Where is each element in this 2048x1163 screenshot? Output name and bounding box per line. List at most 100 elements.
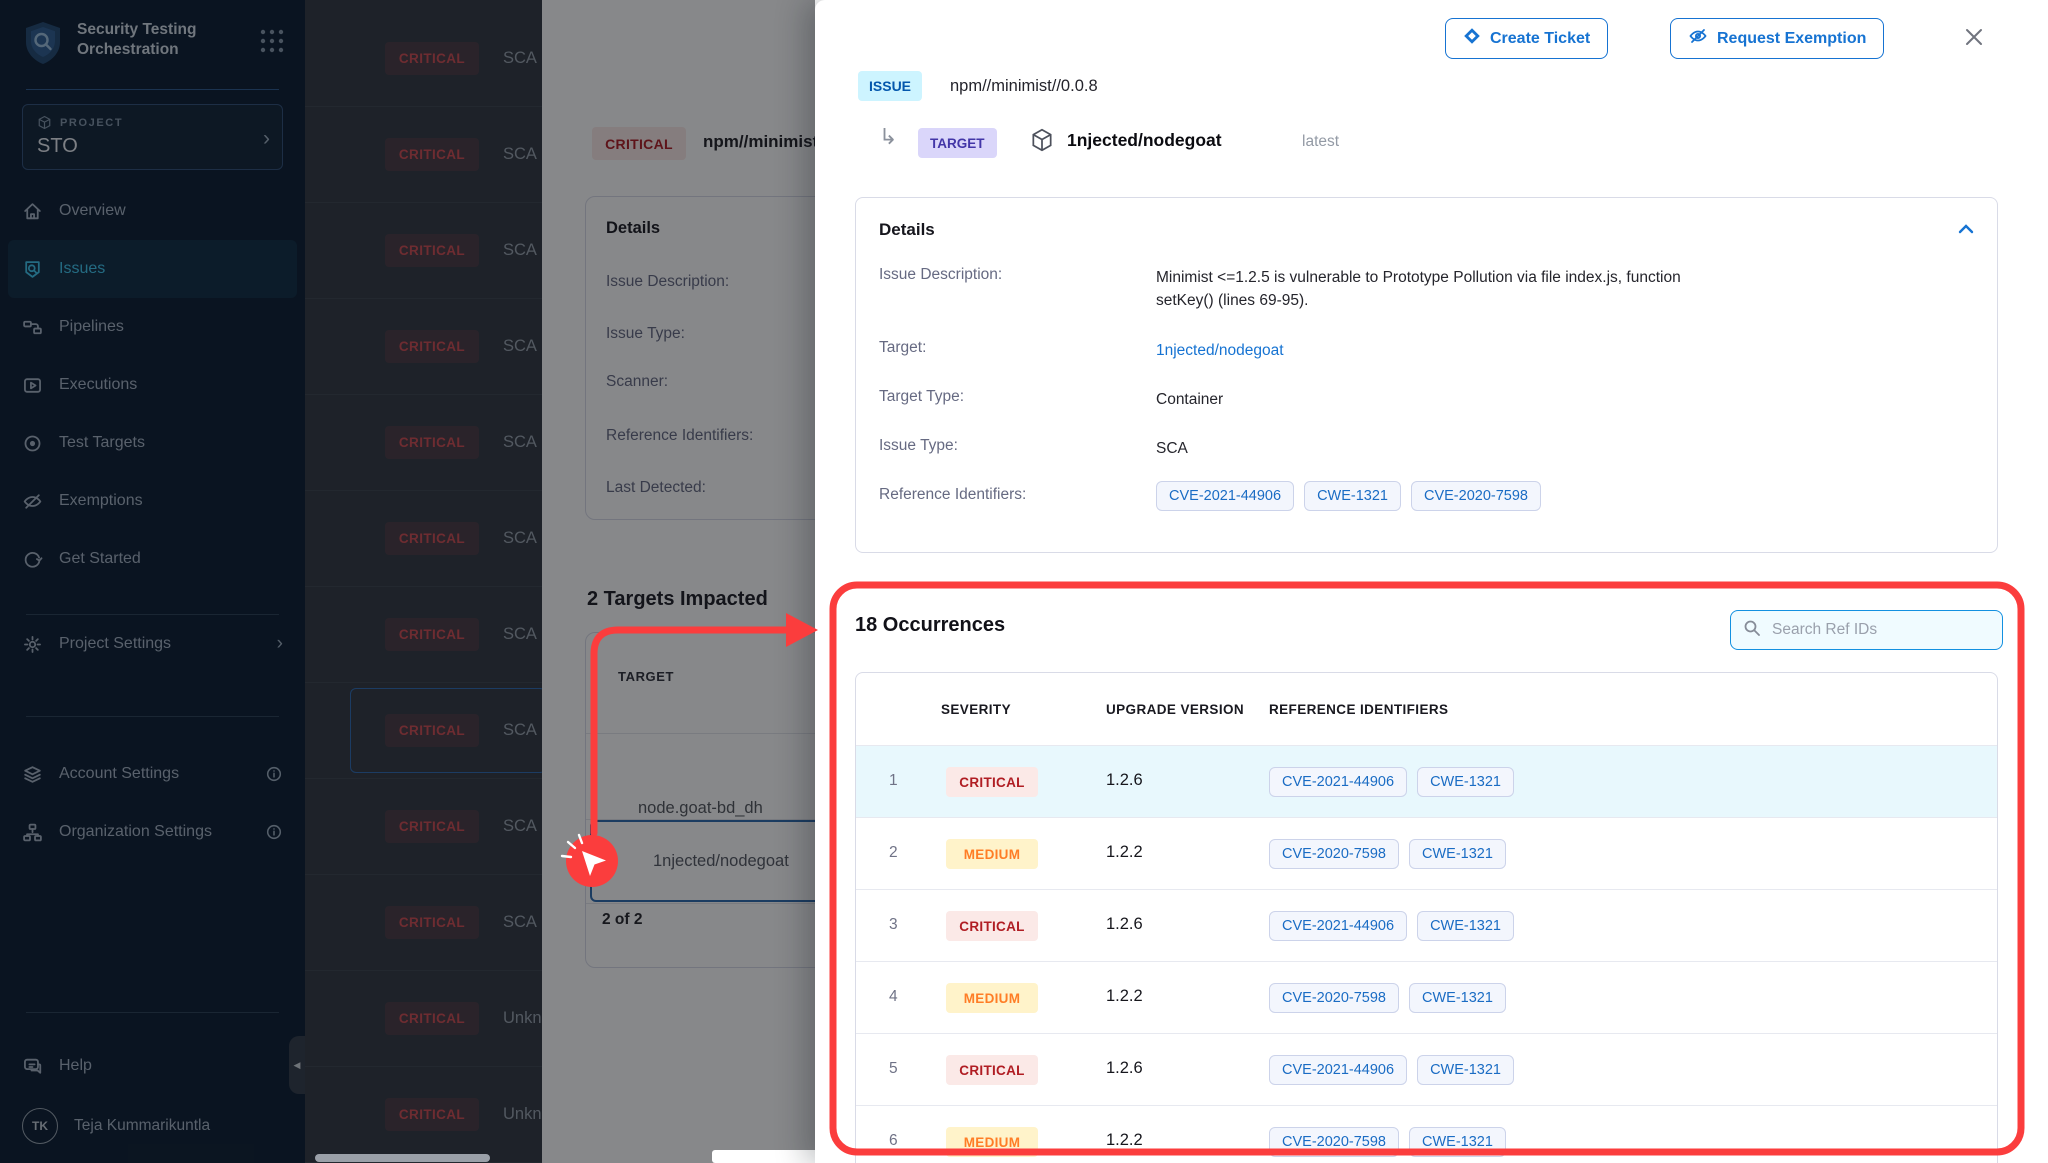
reference-identifier-chip[interactable]: CWE-1321 — [1417, 911, 1514, 941]
sidebar-item-executions[interactable]: Executions — [0, 356, 305, 414]
search-input[interactable] — [1770, 620, 1990, 640]
underlying-issue-panel: CRITICAL npm//minimist//0.0.8 Details Is… — [542, 0, 885, 1163]
subitem-arrow-icon: ↳ — [879, 124, 898, 149]
close-icon[interactable] — [1961, 24, 1987, 50]
detail-field: Issue Type: SCA — [879, 437, 1974, 460]
reference-identifier-chip[interactable]: CWE-1321 — [1409, 983, 1506, 1013]
layers-icon — [22, 764, 43, 785]
reference-identifier-chip[interactable]: CVE-2021-44906 — [1269, 1055, 1408, 1085]
reference-identifier-chip[interactable]: CVE-2021-44906 — [1269, 911, 1408, 941]
detail-field: Target: 1njected/nodegoat — [879, 339, 1974, 362]
issue-list-row[interactable]: CRITICAL SCA — [305, 11, 542, 107]
reference-identifier-chip[interactable]: CWE-1321 — [1417, 767, 1514, 797]
project-label: PROJECT — [37, 115, 268, 130]
occurrence-index: 1 — [889, 772, 898, 789]
occurrence-row[interactable]: 3 CRITICAL 1.2.6 CVE-2021-44906 CWE-1321 — [856, 890, 1997, 962]
sidebar-help-menu: Help — [0, 1037, 305, 1095]
severity-badge: CRITICAL — [946, 911, 1038, 941]
request-exemption-button[interactable]: Request Exemption — [1670, 18, 1885, 59]
detail-field-label: Last Detected: — [606, 479, 706, 496]
sidebar-item-label: Organization Settings — [59, 823, 212, 840]
reference-identifier-chip[interactable]: CWE-1321 — [1304, 481, 1401, 512]
occurrence-row[interactable]: 4 MEDIUM 1.2.2 CVE-2020-7598 CWE-1321 — [856, 962, 1997, 1034]
issue-list-row[interactable]: CRITICAL SCA — [305, 875, 542, 971]
partial-tooltip — [712, 1150, 838, 1163]
search-box[interactable] — [1730, 610, 2003, 650]
issue-list-row[interactable]: CRITICAL SCA — [305, 491, 542, 587]
sidebar-item-overview[interactable]: Overview — [0, 182, 305, 240]
severity-badge: CRITICAL — [385, 810, 479, 843]
reference-identifier-chip[interactable]: CVE-2020-7598 — [1269, 839, 1399, 869]
issue-list-row[interactable]: CRITICAL Unknown — [305, 971, 542, 1067]
app-switcher-grid-icon[interactable] — [259, 28, 285, 59]
issue-list-panel: CRITICAL SCA CRITICAL SCA CRITICAL SCA CRITICA… — [305, 0, 542, 1163]
issue-type-label: SCA — [503, 913, 537, 931]
sidebar-item-issues[interactable]: Issues — [8, 240, 297, 298]
sidebar-divider — [26, 716, 279, 717]
target-row-selected[interactable]: 1njected/nodegoat — [653, 852, 789, 870]
issue-detail-drawer: Create Ticket Request Exemption ISSUE np… — [815, 0, 2048, 1163]
reference-identifier-chip[interactable]: CVE-2020-7598 — [1269, 983, 1399, 1013]
chevron-up-icon[interactable] — [1958, 221, 1974, 239]
occurrence-index: 5 — [889, 1060, 898, 1077]
issue-list-row[interactable]: CRITICAL SCA — [305, 107, 542, 203]
occurrence-index: 6 — [889, 1132, 898, 1149]
issue-type-label: SCA — [503, 337, 537, 355]
issue-list-row[interactable]: CRITICAL SCA — [305, 395, 542, 491]
sidebar-item-label: Test Targets — [59, 434, 145, 451]
sidebar-item-project-settings[interactable]: Project Settings › — [0, 615, 305, 673]
cube-icon — [38, 115, 51, 130]
severity-badge: CRITICAL — [385, 618, 479, 651]
occurrence-row[interactable]: 5 CRITICAL 1.2.6 CVE-2021-44906 CWE-1321 — [856, 1034, 1997, 1106]
severity-badge: CRITICAL — [385, 906, 479, 939]
targets-impacted-heading: 2 Targets Impacted — [587, 588, 768, 610]
sidebar-item-exemptions[interactable]: Exemptions — [0, 472, 305, 530]
issue-list-row[interactable]: CRITICAL Unknown — [305, 1067, 542, 1163]
sidebar-item-pipelines[interactable]: Pipelines — [0, 298, 305, 356]
target-link[interactable]: 1njected/nodegoat — [1156, 341, 1284, 359]
sidebar-item-label: Exemptions — [59, 492, 143, 509]
reference-chips: CVE-2020-7598 CWE-1321 — [1269, 1127, 1506, 1157]
issue-list-row[interactable]: CRITICAL SCA — [305, 683, 542, 779]
column-upgrade-version: UPGRADE VERSION — [1106, 702, 1245, 717]
occurrence-row[interactable]: 1 CRITICAL 1.2.6 CVE-2021-44906 CWE-1321 — [856, 746, 1997, 818]
user-name: Teja Kummarikuntla — [74, 1117, 211, 1134]
reference-identifier-chip[interactable]: CVE-2020-7598 — [1269, 1127, 1399, 1157]
project-selector[interactable]: PROJECT STO › — [22, 104, 283, 170]
issue-list-row[interactable]: CRITICAL SCA — [305, 587, 542, 683]
severity-badge: CRITICAL — [385, 1002, 479, 1035]
issue-list-row[interactable]: CRITICAL SCA — [305, 779, 542, 875]
sidebar-collapse-handle[interactable]: ◀ — [289, 1036, 305, 1094]
create-ticket-button[interactable]: Create Ticket — [1445, 18, 1609, 59]
modal-scrim — [0, 0, 815, 1163]
issue-list-row[interactable]: CRITICAL SCA — [305, 299, 542, 395]
reference-identifier-chip[interactable]: CWE-1321 — [1409, 839, 1506, 869]
get-started-icon — [22, 549, 43, 570]
issue-list-row[interactable]: CRITICAL SCA — [305, 203, 542, 299]
sidebar-item-organization-settings[interactable]: Organization Settings — [0, 803, 305, 861]
sidebar-item-get-started[interactable]: Get Started — [0, 530, 305, 588]
upgrade-version: 1.2.6 — [1106, 1059, 1143, 1077]
reference-identifier-chip[interactable]: CVE-2021-44906 — [1156, 481, 1295, 512]
sidebar-item-help[interactable]: Help — [0, 1037, 305, 1095]
target-name: 1njected/nodegoat — [1067, 130, 1222, 150]
target-icon — [22, 433, 43, 454]
sidebar-item-account-settings[interactable]: Account Settings — [0, 745, 305, 803]
reference-identifier-chip[interactable]: CVE-2021-44906 — [1269, 767, 1408, 797]
user-profile[interactable]: TK Teja Kummarikuntla — [0, 1095, 305, 1157]
reference-chips: CVE-2021-44906 CWE-1321 — [1269, 1055, 1514, 1085]
issue-badge: ISSUE — [858, 71, 923, 101]
reference-identifier-chip[interactable]: CWE-1321 — [1417, 1055, 1514, 1085]
sidebar-item-test-targets[interactable]: Test Targets — [0, 414, 305, 472]
occurrence-row[interactable]: 2 MEDIUM 1.2.2 CVE-2020-7598 CWE-1321 — [856, 818, 1997, 890]
reference-identifier-chip[interactable]: CWE-1321 — [1409, 1127, 1506, 1157]
horizontal-scrollbar[interactable] — [315, 1154, 490, 1162]
sidebar-item-label: Pipelines — [59, 318, 124, 335]
chevron-right-icon: › — [263, 127, 270, 150]
reference-identifier-chip[interactable]: CVE-2020-7598 — [1410, 481, 1541, 512]
chat-icon — [22, 1056, 43, 1077]
severity-badge: CRITICAL — [385, 138, 479, 171]
eye-off-icon — [22, 491, 43, 512]
occurrence-row[interactable]: 6 MEDIUM 1.2.2 CVE-2020-7598 CWE-1321 — [856, 1106, 1997, 1163]
